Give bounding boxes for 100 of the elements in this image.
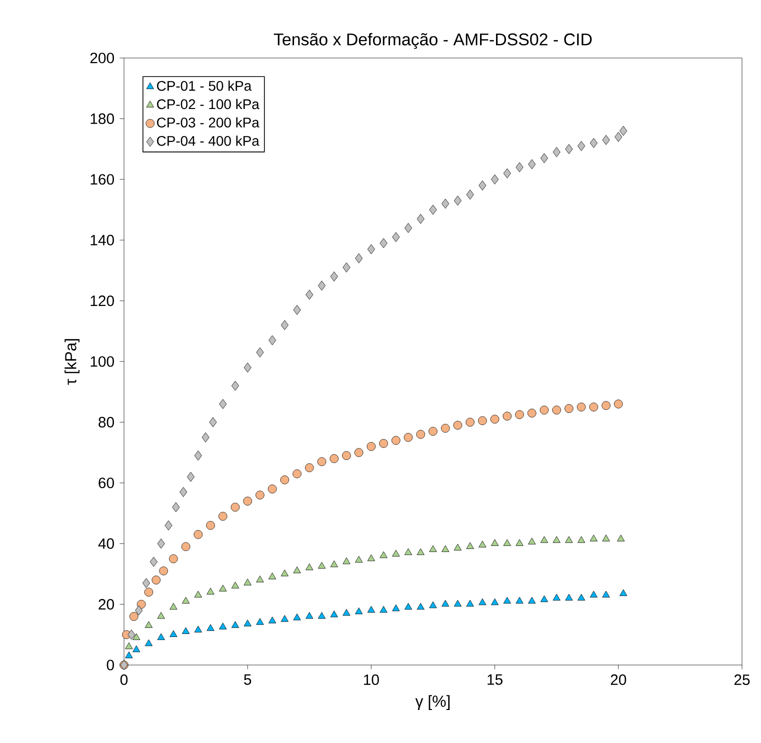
- point: [478, 540, 486, 548]
- point: [244, 362, 252, 373]
- point: [515, 410, 524, 419]
- point: [157, 612, 165, 619]
- point: [306, 612, 314, 619]
- point: [355, 556, 363, 563]
- x-tick-label: 15: [488, 674, 502, 685]
- x-tick-label: 0: [120, 674, 128, 686]
- point: [516, 539, 524, 546]
- point: [182, 627, 190, 634]
- point: [182, 596, 190, 604]
- legend-label: CP-04 - 400 kPa: [156, 136, 260, 146]
- point: [552, 536, 560, 543]
- point: [576, 402, 586, 412]
- point: [268, 616, 276, 624]
- point: [578, 594, 586, 601]
- point: [144, 588, 154, 597]
- point: [454, 196, 462, 206]
- point: [330, 560, 338, 568]
- point: [453, 420, 462, 430]
- point: [243, 496, 252, 506]
- x-tick-label: 5: [244, 674, 252, 685]
- point: [367, 554, 376, 562]
- point: [478, 598, 486, 606]
- point: [404, 602, 412, 610]
- point: [152, 576, 161, 584]
- point: [268, 572, 276, 580]
- point: [442, 198, 450, 209]
- point: [466, 190, 474, 200]
- point: [540, 406, 549, 414]
- y-tick-label: 20: [98, 599, 114, 610]
- point: [194, 450, 202, 461]
- point: [128, 630, 136, 640]
- point: [516, 162, 524, 172]
- legend-label: CP-01 - 50 kPa: [156, 80, 252, 91]
- point: [614, 400, 623, 408]
- point: [416, 548, 424, 555]
- point: [244, 578, 252, 586]
- point: [528, 538, 536, 544]
- point: [392, 232, 400, 242]
- point: [503, 539, 511, 546]
- y-tick-label: 100: [90, 356, 114, 367]
- point: [552, 406, 561, 414]
- point: [318, 280, 326, 291]
- point: [442, 600, 450, 607]
- point: [135, 605, 143, 616]
- point: [256, 576, 264, 582]
- point: [206, 624, 214, 631]
- point: [602, 134, 610, 145]
- point: [428, 426, 438, 436]
- point: [503, 168, 511, 178]
- point: [125, 642, 133, 650]
- point: [157, 538, 165, 549]
- point: [392, 436, 400, 445]
- y-tick-label: 80: [98, 416, 114, 428]
- y-tick-label: 180: [90, 113, 114, 124]
- point: [256, 490, 264, 500]
- point: [125, 652, 133, 658]
- y-axis-title: τ [kPa]: [64, 339, 80, 385]
- x-tick-label: 25: [734, 674, 750, 686]
- legend-label: CP-02 - 100 kPa: [156, 98, 260, 110]
- point: [256, 347, 264, 358]
- point: [330, 610, 338, 618]
- point: [490, 598, 499, 606]
- point: [136, 600, 146, 609]
- point: [292, 469, 302, 478]
- point: [231, 621, 240, 628]
- point: [416, 602, 424, 610]
- point: [478, 416, 487, 426]
- point: [306, 563, 314, 570]
- point: [490, 539, 499, 546]
- point: [186, 472, 195, 482]
- point: [404, 222, 412, 233]
- point: [219, 584, 227, 592]
- point: [380, 551, 388, 558]
- point: [490, 414, 500, 424]
- point: [589, 402, 598, 412]
- point: [194, 590, 202, 598]
- point: [170, 630, 178, 637]
- point: [590, 138, 598, 148]
- point: [280, 475, 290, 484]
- y-tick-label: 0: [106, 660, 114, 670]
- point: [209, 417, 217, 428]
- point: [503, 596, 511, 604]
- y-tick-label: 160: [90, 174, 114, 185]
- point: [429, 601, 437, 608]
- point: [206, 521, 215, 530]
- point: [565, 536, 573, 543]
- point: [367, 606, 376, 613]
- point: [293, 304, 301, 315]
- point: [429, 545, 437, 552]
- point: [330, 454, 339, 463]
- point: [330, 272, 338, 282]
- point: [590, 590, 598, 598]
- point: [317, 457, 326, 466]
- point: [602, 401, 610, 410]
- point: [355, 253, 363, 264]
- x-tick-label: 20: [610, 674, 626, 686]
- point: [617, 534, 625, 542]
- point: [181, 542, 190, 552]
